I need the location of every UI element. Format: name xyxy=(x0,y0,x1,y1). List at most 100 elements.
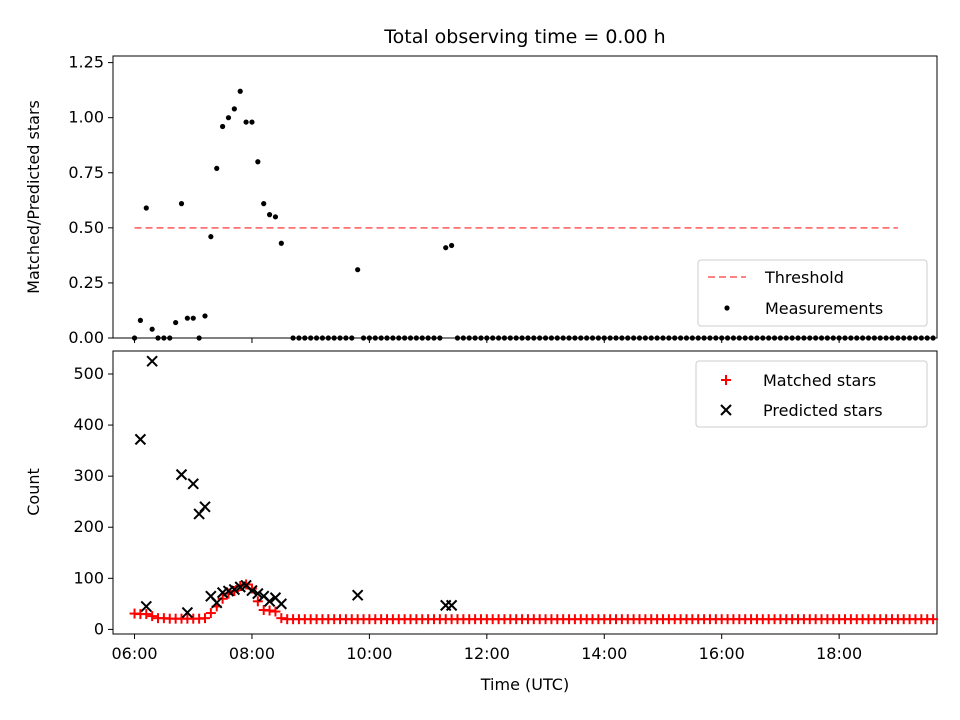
measurement-point xyxy=(249,119,255,125)
measurement-point xyxy=(548,335,555,341)
measurement-point xyxy=(742,335,748,341)
predicted-point xyxy=(246,584,258,597)
predicted-point xyxy=(181,606,194,619)
measurement-point xyxy=(642,335,648,341)
measurement-point xyxy=(771,335,778,341)
measurement-point xyxy=(783,335,789,341)
measurement-point xyxy=(202,313,208,319)
measurement-point xyxy=(542,335,549,341)
measurement-point xyxy=(789,335,795,341)
measurement-point xyxy=(484,335,490,341)
measurement-point xyxy=(231,106,237,112)
measurement-point xyxy=(460,335,466,341)
measurement-point xyxy=(360,335,367,341)
measurement-point xyxy=(906,335,913,341)
measurement-point xyxy=(795,335,801,341)
predicted-point xyxy=(199,501,211,513)
measurement-point xyxy=(331,335,337,341)
measurement-point xyxy=(155,335,161,341)
measurement-point xyxy=(366,335,372,341)
measurement-point xyxy=(143,205,149,211)
legend-matched-swatch xyxy=(721,375,731,385)
measurement-point xyxy=(519,335,525,341)
y-tick-label: 0.50 xyxy=(68,218,104,237)
measurement-point xyxy=(449,242,455,249)
predicted-point xyxy=(351,589,364,601)
measurement-point xyxy=(842,335,848,341)
x-tick-label: 08:00 xyxy=(229,644,275,663)
predicted-point xyxy=(134,433,147,446)
y-tick-label: 1.25 xyxy=(68,53,104,72)
measurement-point xyxy=(290,335,296,341)
measurement-point xyxy=(918,335,924,341)
measurement-point xyxy=(472,335,478,341)
measurement-point xyxy=(196,335,202,341)
matched-point xyxy=(229,586,240,597)
measurement-point xyxy=(272,214,279,220)
matched-point xyxy=(276,613,287,624)
measurement-point xyxy=(220,123,226,130)
measurement-point xyxy=(631,335,637,341)
measurement-point xyxy=(490,335,496,341)
measurement-point xyxy=(813,335,819,341)
measurement-point xyxy=(613,335,619,341)
measurement-point xyxy=(237,88,243,94)
measurement-point xyxy=(302,335,308,341)
measurement-point xyxy=(683,335,690,341)
measurement-point xyxy=(824,335,830,341)
measurement-point xyxy=(807,335,813,341)
x-tick-label: 14:00 xyxy=(581,644,627,663)
measurement-point xyxy=(296,335,302,341)
measurement-point xyxy=(355,267,361,273)
measurement-point xyxy=(184,315,190,321)
y-tick-label: 0.00 xyxy=(68,328,104,347)
measurement-point xyxy=(378,335,384,341)
matched-point xyxy=(264,605,275,616)
measurement-point xyxy=(836,335,842,341)
measurement-point xyxy=(619,335,625,341)
y-tick-label: 300 xyxy=(73,466,104,485)
measurement-point xyxy=(407,335,414,341)
measurement-point xyxy=(883,335,889,341)
measurement-point xyxy=(278,240,284,246)
measurement-point xyxy=(766,335,772,341)
measurement-point xyxy=(736,335,742,341)
measurement-point xyxy=(589,335,596,341)
legend-box xyxy=(695,360,928,428)
y-tick-label: 200 xyxy=(73,517,104,536)
measurement-point xyxy=(871,335,877,341)
measurement-point xyxy=(173,319,179,326)
measurement-point xyxy=(402,335,408,341)
measurement-point xyxy=(495,335,502,341)
measurement-point xyxy=(754,335,760,341)
measurement-point xyxy=(501,335,508,341)
predicted-point xyxy=(263,595,276,608)
measurement-point xyxy=(648,335,654,341)
measurement-point xyxy=(818,335,825,341)
chart-title: Total observing time = 0.00 h xyxy=(383,26,665,48)
predicted-point xyxy=(275,598,288,610)
legend-box xyxy=(697,259,928,327)
x-axis-label: Time (UTC) xyxy=(480,675,569,694)
measurement-point xyxy=(901,335,907,341)
predicted-point xyxy=(445,599,458,612)
measurement-point xyxy=(601,335,607,341)
measurement-point xyxy=(865,335,872,341)
measurement-point xyxy=(525,335,531,341)
matched-point xyxy=(147,611,158,622)
measurement-point xyxy=(695,335,701,341)
measurement-point xyxy=(349,335,355,341)
measurement-point xyxy=(313,335,320,341)
measurement-point xyxy=(137,317,144,323)
legend-predicted-label: Predicted stars xyxy=(763,401,883,420)
measurement-point xyxy=(390,335,396,341)
legend-matched-label: Matched stars xyxy=(763,371,876,390)
legend-threshold-label: Threshold xyxy=(764,268,844,287)
measurement-point xyxy=(266,212,273,218)
measurement-point xyxy=(777,335,784,341)
x-tick-label: 16:00 xyxy=(699,644,745,663)
measurement-point xyxy=(860,335,866,341)
measurement-point xyxy=(748,335,754,341)
predicted-point xyxy=(140,600,152,613)
measurement-point xyxy=(713,335,719,341)
